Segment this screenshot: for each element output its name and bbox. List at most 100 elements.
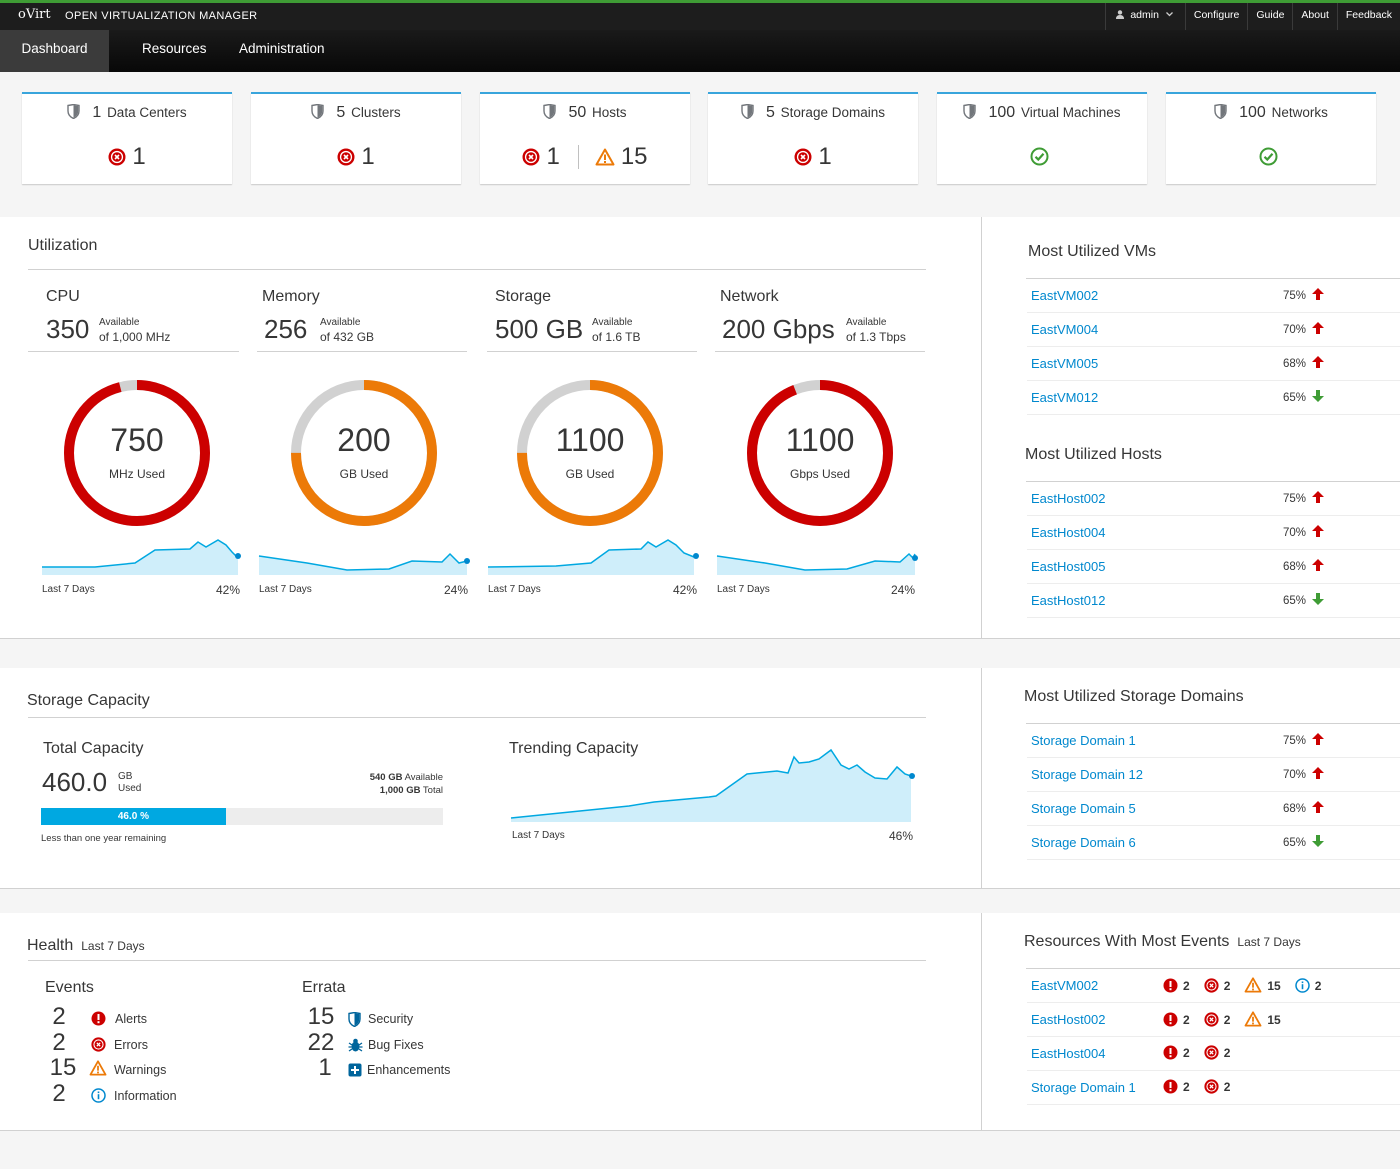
plus-square-icon (348, 1063, 362, 1077)
list-item: EastHost012 65% (1027, 584, 1400, 618)
errors-label: Errors (114, 1038, 149, 1052)
sparkline-area (488, 540, 694, 575)
brand-logo[interactable]: oVirt (18, 7, 51, 22)
donut-cpu[interactable]: 750 MHz Used (62, 378, 212, 528)
sparkline-cpu[interactable] (40, 532, 244, 578)
list-item: EastVM002 2 2 15 2 (1027, 969, 1400, 1003)
host-link[interactable]: EastHost005 (1031, 559, 1106, 574)
util-available: Available of 1.6 TB (592, 316, 640, 344)
tab-administration[interactable]: Administration (239, 41, 325, 56)
alert-count: 2 (1163, 1045, 1190, 1060)
divider (28, 351, 239, 352)
tab-resources[interactable]: Resources (142, 41, 207, 56)
util-value: 256 (264, 314, 308, 344)
util-title: CPU (46, 288, 80, 305)
alerts-label: Alerts (115, 1012, 147, 1026)
storage-domain-link[interactable]: Storage Domain 1 (1031, 733, 1136, 748)
util-available: Available of 1,000 MHz (99, 316, 170, 344)
trending-capacity-title: Trending Capacity (509, 740, 639, 757)
list-item: Storage Domain 12 70% (1027, 758, 1400, 792)
most-utilized-storage-title: Most Utilized Storage Domains (1024, 688, 1244, 705)
donut-memory[interactable]: 200 GB Used (289, 378, 439, 528)
arrow-down-icon (1312, 835, 1324, 847)
storage-domain-link[interactable]: Storage Domain 6 (1031, 835, 1136, 850)
chevron-down-icon (1165, 12, 1173, 17)
available-amount: 540 GB (369, 772, 403, 783)
sparkline-network[interactable] (715, 532, 923, 578)
used-label: Used (118, 783, 142, 794)
feedback-link[interactable]: Feedback (1336, 3, 1400, 30)
about-link[interactable]: About (1292, 3, 1336, 30)
trend-pct: 46% (888, 829, 913, 843)
trend-point (909, 773, 915, 779)
sparkline-point (464, 558, 470, 564)
donut-storage[interactable]: 1100 GB Used (515, 378, 665, 528)
events-title: Events (45, 979, 94, 996)
donut-network[interactable]: 1100 Gbps Used (745, 378, 895, 528)
storage-domain-link[interactable]: Storage Domain 12 (1031, 767, 1144, 782)
util-memory: Memory 256 Available of 432 GB (257, 288, 467, 352)
error-circle-icon (91, 1037, 106, 1052)
storage-capacity-title: Storage Capacity (27, 692, 150, 709)
configure-link[interactable]: Configure (1184, 3, 1248, 30)
divider (981, 668, 982, 888)
donut-unit: GB Used (339, 467, 389, 481)
alert-count: 2 (1163, 1079, 1190, 1094)
card-hosts[interactable]: 50 Hosts 1 15 (480, 92, 690, 184)
vm-link[interactable]: EastVM005 (1031, 356, 1099, 371)
user-icon (1116, 10, 1125, 19)
divider (1026, 968, 1400, 969)
card-clusters[interactable]: 5 Clusters 1 (251, 92, 461, 184)
total-capacity-title: Total Capacity (43, 740, 144, 757)
total-capacity-unit: GB Used (118, 771, 141, 795)
divider (577, 144, 579, 169)
resource-link[interactable]: EastVM002 (1031, 978, 1099, 993)
usage-pct: 75% (1283, 290, 1307, 302)
product-name: OPEN VIRTUALIZATION MANAGER (65, 10, 258, 22)
count-value: 2 (1223, 1013, 1231, 1027)
warning-triangle-icon (595, 148, 615, 166)
count-value: 2 (1183, 1046, 1190, 1060)
count-value: 2 (1223, 979, 1231, 993)
usage-pct: 75% (1283, 735, 1307, 747)
donut-value: 1100 (555, 422, 625, 458)
trending-capacity-chart[interactable] (509, 745, 917, 825)
shield-icon (311, 103, 325, 122)
alert-exclamation-icon (1163, 978, 1178, 993)
card-count: 1 (92, 104, 102, 121)
card-data-centers[interactable]: 1 Data Centers 1 (22, 92, 232, 184)
shield-icon (543, 103, 557, 122)
storage-domain-link[interactable]: Storage Domain 5 (1031, 801, 1136, 816)
error-circle-icon (108, 148, 126, 166)
count-value: 2 (1223, 1046, 1231, 1060)
arrow-up-icon (1312, 801, 1324, 813)
capacity-summary: 540 GB Available 1,000 GB Total (343, 771, 443, 797)
vm-link[interactable]: EastVM012 (1031, 390, 1099, 405)
alert-exclamation-icon (91, 1011, 106, 1026)
resource-link[interactable]: Storage Domain 1 (1031, 1080, 1136, 1095)
card-virtual-machines[interactable]: 100 Virtual Machines (937, 92, 1147, 184)
vm-link[interactable]: EastVM002 (1031, 288, 1099, 303)
most-events-title-text: Resources With Most Events (1024, 933, 1230, 950)
donut-used-arc (291, 380, 437, 526)
card-storage-domains[interactable]: 5 Storage Domains 1 (708, 92, 918, 184)
divider (981, 913, 982, 1130)
guide-link[interactable]: Guide (1247, 3, 1292, 30)
host-link[interactable]: EastHost012 (1031, 593, 1106, 608)
card-networks[interactable]: 100 Networks (1166, 92, 1376, 184)
user-menu[interactable]: admin (1105, 3, 1184, 30)
capacity-progress-bar[interactable]: 46.0 % (41, 808, 443, 825)
resource-link[interactable]: EastHost002 (1031, 1012, 1106, 1027)
sparkline-pct: 42% (672, 583, 697, 597)
host-link[interactable]: EastHost004 (1031, 525, 1106, 540)
divider (28, 269, 926, 270)
error-count: 1 (546, 142, 560, 170)
donut-used-arc (64, 380, 210, 526)
tab-dashboard[interactable]: Dashboard (0, 30, 109, 72)
resource-link[interactable]: EastHost004 (1031, 1046, 1106, 1061)
sparkline-storage[interactable] (486, 532, 700, 578)
vm-link[interactable]: EastVM004 (1031, 322, 1099, 337)
sparkline-memory[interactable] (257, 532, 471, 578)
host-link[interactable]: EastHost002 (1031, 491, 1106, 506)
